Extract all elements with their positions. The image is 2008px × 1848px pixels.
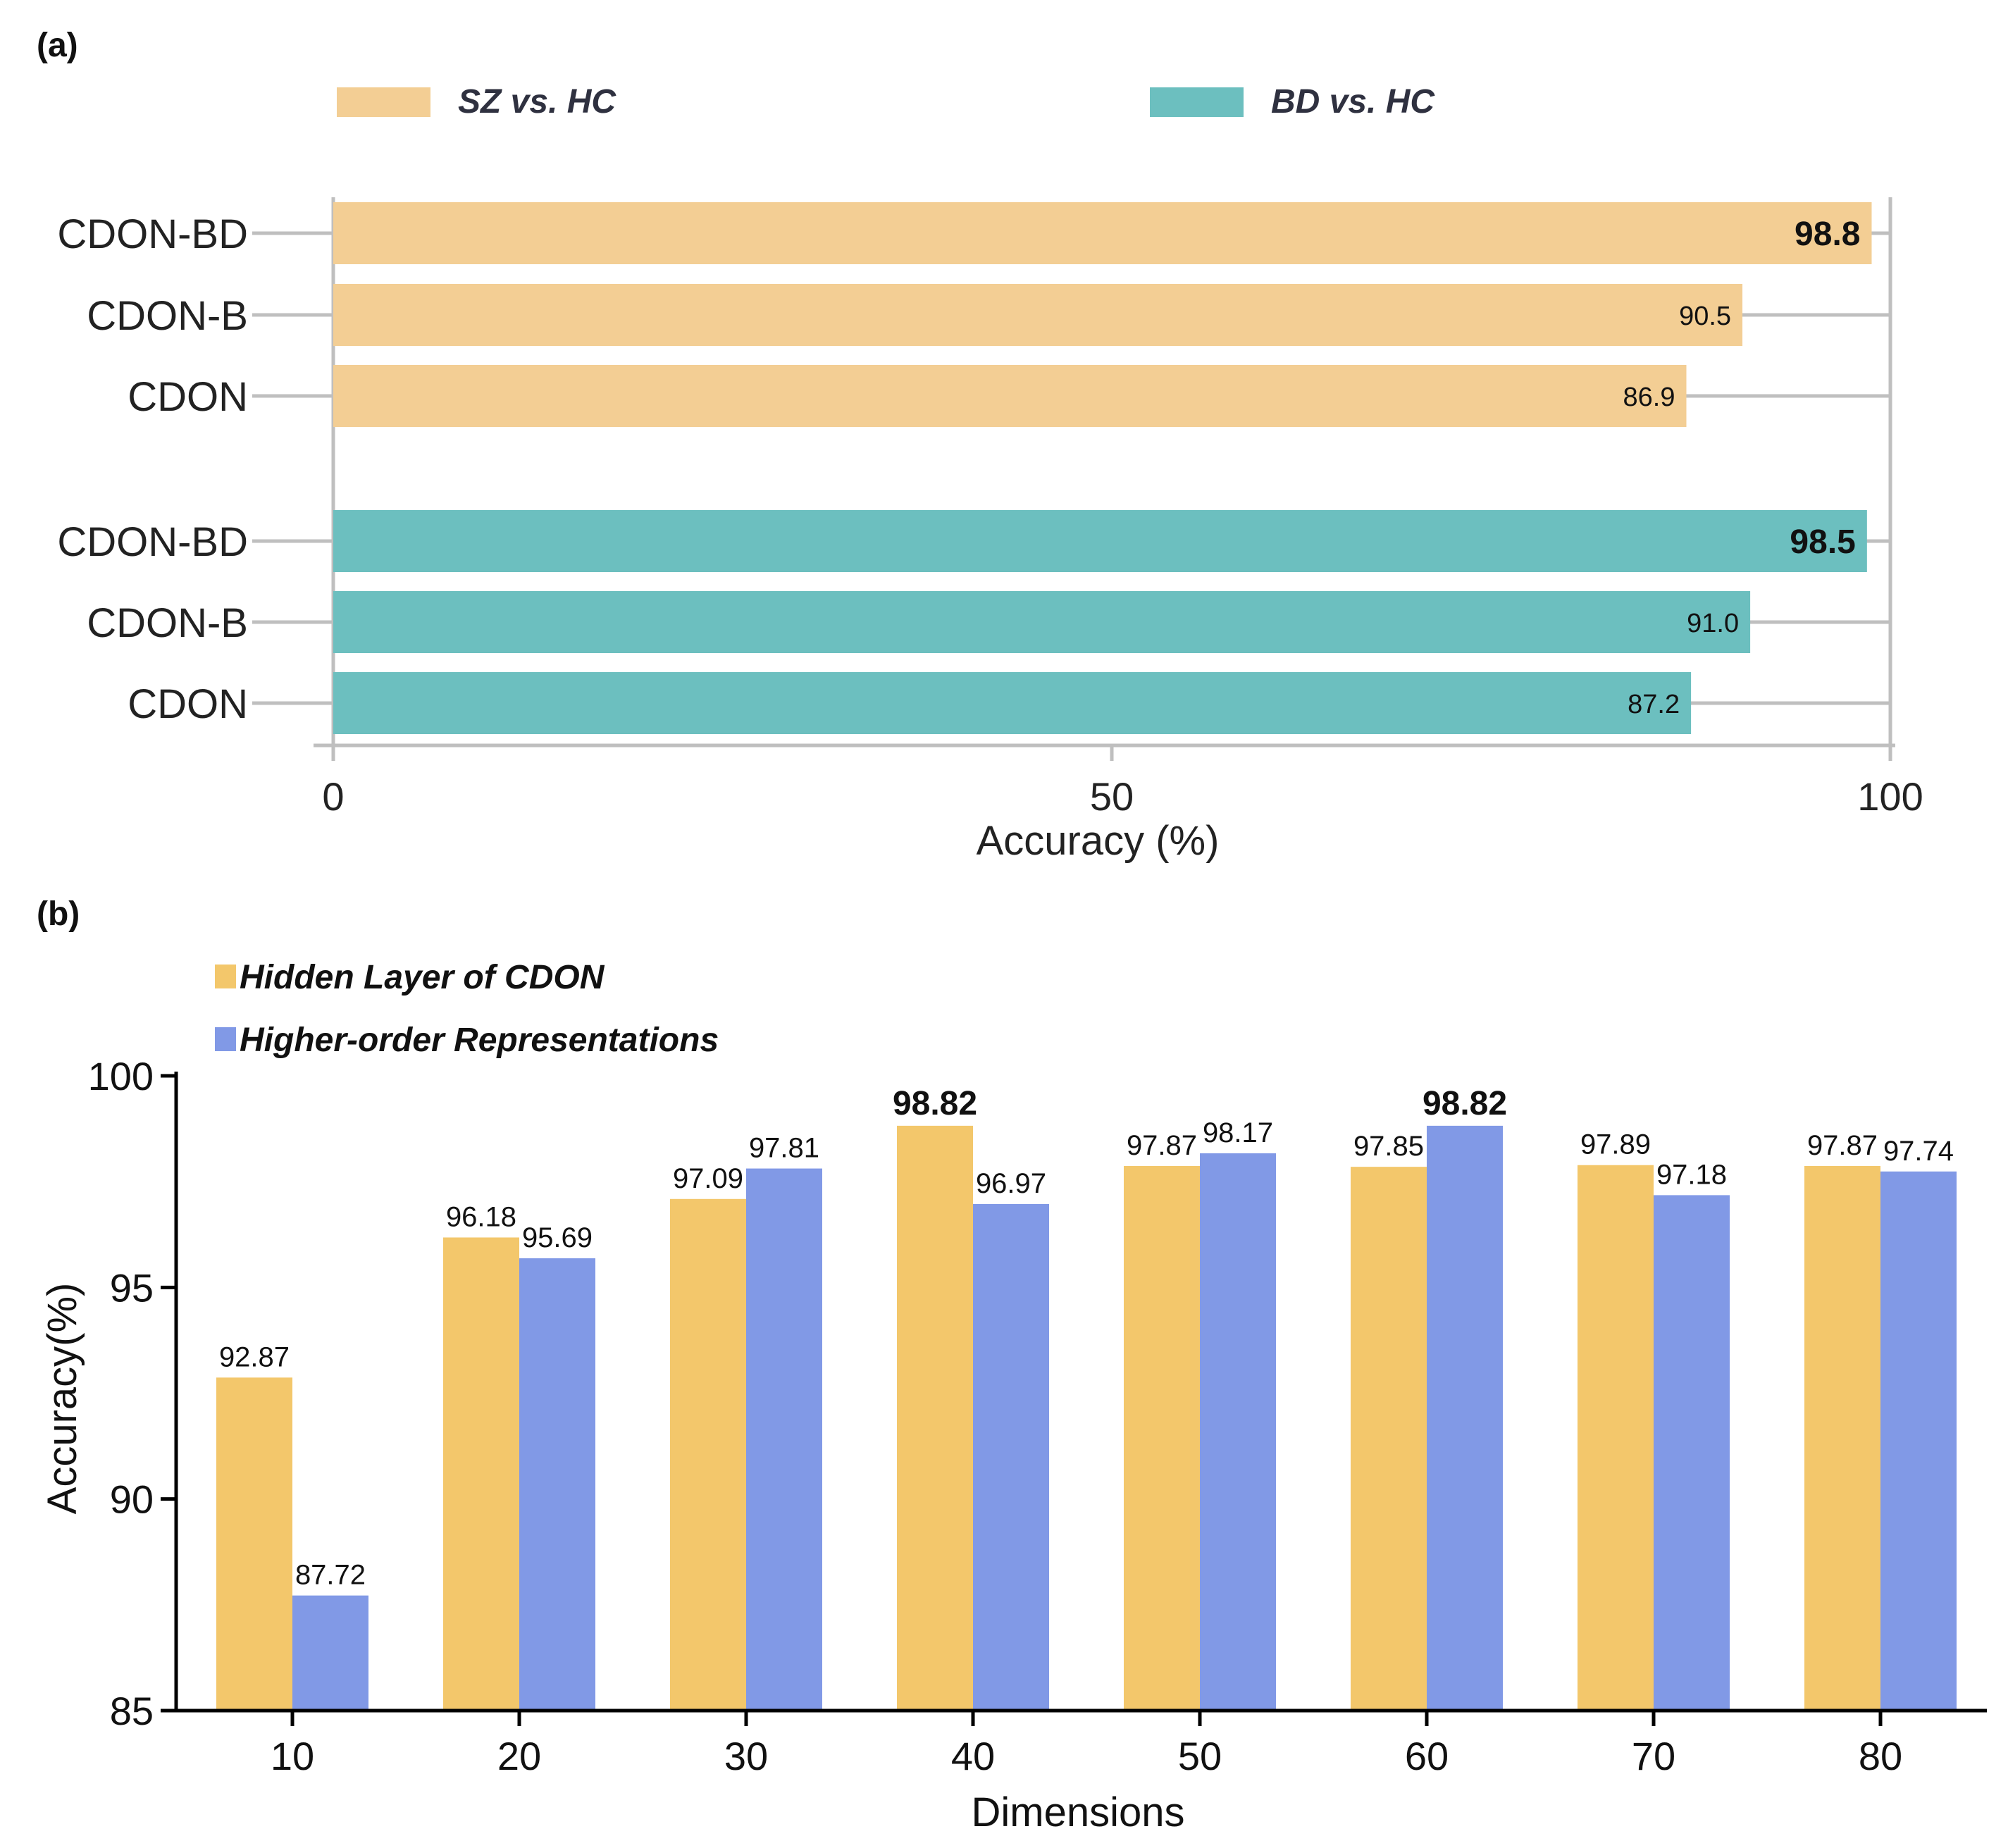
bar-value-label: 97.18 [1656, 1159, 1727, 1190]
bar-value-label: 97.85 [1353, 1131, 1424, 1162]
x-tick-label: 30 [724, 1734, 768, 1778]
category-label: CDON-B [87, 600, 248, 646]
y-tick-label: 95 [110, 1265, 154, 1310]
bar-higher-order-dim-80 [1880, 1171, 1957, 1711]
panel-a-gridlines [252, 197, 1892, 747]
bar-higher-order-dim-10 [292, 1595, 368, 1711]
bar-value-label: 98.82 [1423, 1085, 1507, 1122]
panel-a: (a) SZ vs. HC BD vs. HC 98.8 CDON-BD 90.5 CD… [37, 27, 1923, 864]
bar-value-label: 96.18 [446, 1201, 516, 1232]
bar-value-label: 97.87 [1127, 1130, 1197, 1161]
bar-hidden-layer-dim-10 [216, 1377, 292, 1711]
bar-value-label: 98.5 [1790, 523, 1855, 561]
panel-b-y-axis-label: Accuracy(%) [39, 1283, 85, 1515]
bar-higher-order-dim-70 [1654, 1195, 1730, 1711]
panel-b-label: (b) [37, 895, 80, 933]
bar-value-label: 97.81 [749, 1133, 819, 1164]
bar-hidden-layer-dim-70 [1578, 1165, 1654, 1711]
x-tick-label: 0 [322, 774, 344, 819]
category-label: CDON [128, 681, 248, 727]
bar-sz-cdon-bd [333, 202, 1872, 264]
bar-sz-cdon [333, 365, 1687, 427]
x-tick-label: 70 [1632, 1734, 1675, 1778]
legend-label-hidden-layer: Hidden Layer of CDON [240, 959, 605, 996]
bar-value-label: 92.87 [219, 1341, 290, 1372]
category-label: CDON-BD [57, 519, 248, 565]
y-tick-label: 100 [88, 1054, 154, 1098]
category-label: CDON [128, 374, 248, 420]
bar-higher-order-dim-40 [973, 1204, 1049, 1711]
panel-b-axes: 85 90 95 100 10 20 30 40 50 60 70 80 [88, 1054, 1987, 1778]
x-tick-label: 20 [497, 1734, 541, 1778]
x-tick-label: 50 [1178, 1734, 1222, 1778]
x-tick-label: 100 [1857, 774, 1923, 819]
x-tick-label: 40 [951, 1734, 995, 1778]
legend-label-bd-vs-hc: BD vs. HC [1271, 83, 1435, 120]
x-tick-label: 60 [1405, 1734, 1449, 1778]
bar-value-label: 98.17 [1203, 1117, 1273, 1148]
bar-value-label: 97.09 [673, 1163, 743, 1194]
x-tick-label: 10 [271, 1734, 314, 1778]
bar-value-label: 87.2 [1628, 690, 1680, 719]
bar-hidden-layer-dim-80 [1804, 1165, 1880, 1711]
y-tick-label: 85 [110, 1689, 154, 1733]
bar-value-label: 86.9 [1623, 383, 1675, 412]
bar-value-label: 95.69 [522, 1222, 593, 1253]
panel-b: (b) Hidden Layer of CDON Higher-order Rep… [37, 895, 1987, 1835]
legend-label-sz-vs-hc: SZ vs. HC [458, 83, 616, 120]
bar-higher-order-dim-60 [1427, 1125, 1503, 1711]
bar-bd-cdon-b [333, 591, 1751, 653]
legend-swatch-bd-vs-hc [1150, 87, 1244, 117]
bar-hidden-layer-dim-30 [670, 1198, 746, 1711]
bar-hidden-layer-dim-50 [1124, 1165, 1200, 1711]
bar-hidden-layer-dim-60 [1351, 1167, 1427, 1711]
bar-value-label: 97.87 [1807, 1130, 1878, 1161]
panel-a-x-axis-label: Accuracy (%) [977, 818, 1220, 864]
panel-b-x-axis-label: Dimensions [972, 1790, 1185, 1835]
panel-a-legend: SZ vs. HC BD vs. HC [337, 83, 1435, 120]
legend-swatch-sz-vs-hc [337, 87, 430, 117]
panel-b-legend: Hidden Layer of CDON Higher-order Represe… [215, 959, 719, 1059]
bar-bd-cdon-bd [333, 510, 1867, 572]
legend-swatch-higher-order [215, 1027, 236, 1051]
bar-bd-cdon [333, 672, 1692, 734]
panel-a-bars: 98.8 CDON-BD 90.5 CDON-B 86.9 CDON 98.5 CDON-BD… [57, 202, 1872, 734]
panel-a-label: (a) [37, 27, 78, 64]
bar-value-label: 91.0 [1687, 609, 1739, 638]
bar-hidden-layer-dim-20 [443, 1237, 519, 1711]
bar-higher-order-dim-30 [746, 1168, 822, 1711]
bar-value-label: 97.74 [1883, 1136, 1954, 1167]
bar-value-label: 97.89 [1580, 1129, 1651, 1160]
panel-a-axes: 0 50 100 [314, 743, 1923, 819]
x-tick-label: 50 [1090, 774, 1134, 819]
bar-hidden-layer-dim-40 [897, 1125, 973, 1711]
bar-value-label: 87.72 [295, 1560, 366, 1591]
bar-higher-order-dim-20 [519, 1258, 595, 1711]
bar-value-label: 96.97 [976, 1168, 1046, 1199]
bar-higher-order-dim-50 [1200, 1153, 1276, 1711]
bar-sz-cdon-b [333, 284, 1743, 346]
legend-label-higher-order: Higher-order Representations [240, 1022, 719, 1059]
legend-swatch-hidden-layer [215, 965, 236, 988]
bar-value-label: 98.82 [893, 1085, 977, 1122]
category-label: CDON-BD [57, 211, 248, 257]
bar-value-label: 90.5 [1679, 302, 1731, 331]
category-label: CDON-B [87, 293, 248, 339]
bar-value-label: 98.8 [1795, 216, 1860, 253]
x-tick-label: 80 [1859, 1734, 1902, 1778]
y-tick-label: 90 [110, 1477, 154, 1522]
